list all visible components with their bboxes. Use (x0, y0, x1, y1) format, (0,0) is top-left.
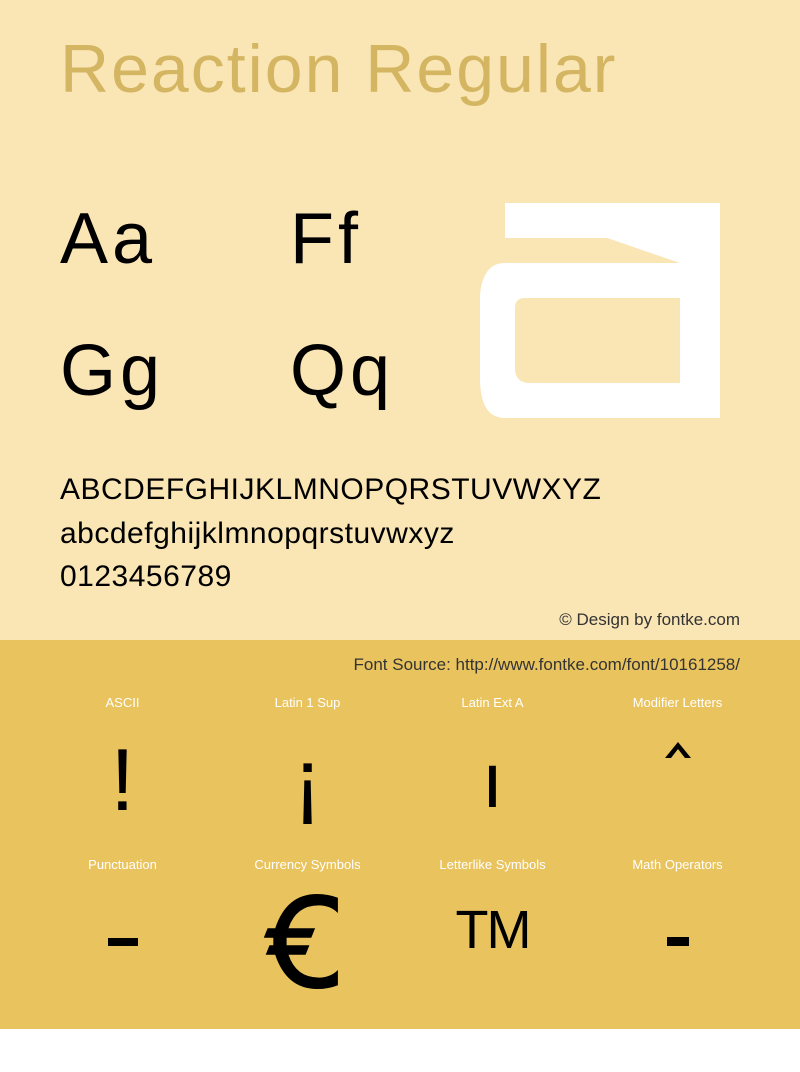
cell-latinext: Latin Ext A ı (400, 695, 585, 857)
glyph-tm: TM (410, 894, 575, 989)
alphabet-upper: ABCDEFGHIJKLMNOPQRSTUVWXYZ (60, 468, 740, 512)
cell-currency: Currency Symbols (215, 857, 400, 1019)
sample-aa: Aa (60, 198, 290, 280)
glyph-punct-dash (40, 894, 205, 989)
sample-row: Aa Gg Ff Qq (60, 158, 740, 418)
cell-punctuation: Punctuation (30, 857, 215, 1019)
label-math: Math Operators (595, 857, 760, 872)
sample-col-1: Aa Gg (60, 158, 290, 412)
sample-gg: Gg (60, 330, 290, 412)
label-currency: Currency Symbols (225, 857, 390, 872)
glyph-exclaim: ! (40, 732, 205, 827)
cell-modifier: Modifier Letters (585, 695, 770, 857)
font-title: Reaction Regular (60, 30, 740, 108)
label-latinext: Latin Ext A (410, 695, 575, 710)
label-punctuation: Punctuation (40, 857, 205, 872)
label-latin1: Latin 1 Sup (225, 695, 390, 710)
alphabet-block: ABCDEFGHIJKLMNOPQRSTUVWXYZ abcdefghijklm… (60, 468, 740, 599)
sample-col-2: Ff Qq (290, 158, 490, 412)
caret-up-icon (663, 740, 693, 760)
glyph-grid: ASCII ! Latin 1 Sup ¡ Latin Ext A ı Modi… (0, 695, 800, 1019)
label-ascii: ASCII (40, 695, 205, 710)
glyph-dotless-i: ı (410, 732, 575, 827)
cell-latin1: Latin 1 Sup ¡ (215, 695, 400, 857)
label-letterlike: Letterlike Symbols (410, 857, 575, 872)
cell-ascii: ASCII ! (30, 695, 215, 857)
sample-qq: Qq (290, 330, 490, 412)
font-source: Font Source: http://www.fontke.com/font/… (0, 655, 800, 675)
glyph-euro (225, 894, 390, 989)
cell-letterlike: Letterlike Symbols TM (400, 857, 585, 1019)
credit-text: © Design by fontke.com (559, 610, 740, 630)
glyph-math-dash (595, 894, 760, 989)
glyph-caret (595, 732, 760, 827)
alphabet-lower: abcdefghijklmnopqrstuvwxyz (60, 512, 740, 556)
sample-ff: Ff (290, 198, 490, 280)
label-modifier: Modifier Letters (595, 695, 760, 710)
big-glyph-a (470, 148, 740, 418)
alphabet-digits: 0123456789 (60, 555, 740, 599)
glyph-inv-exclaim: ¡ (225, 732, 390, 827)
cell-math: Math Operators (585, 857, 770, 1019)
bottom-section: Font Source: http://www.fontke.com/font/… (0, 640, 800, 1029)
top-section: Reaction Regular Aa Gg Ff Qq ABCDEFGHIJK… (0, 0, 800, 640)
